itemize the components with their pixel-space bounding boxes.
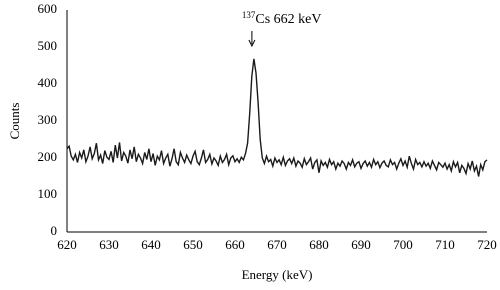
x-tick-label: 630: [99, 237, 119, 252]
y-tick-label: 600: [38, 1, 58, 16]
spectrum-line: [66, 58, 488, 177]
x-tick-label: 620: [57, 237, 77, 252]
y-tick-label: 400: [38, 75, 58, 90]
y-tick-label: 500: [38, 38, 58, 53]
x-tick-label: 660: [225, 237, 245, 252]
x-tick-label: 640: [141, 237, 161, 252]
x-tick-label: 720: [477, 237, 497, 252]
annotation: 137Cs 662 keV: [242, 10, 322, 27]
x-tick-label: 680: [309, 237, 329, 252]
y-tick-label: 200: [38, 149, 58, 164]
y-tick-label: 100: [38, 186, 58, 201]
x-tick-label: 710: [435, 237, 455, 252]
annotation-superscript: 137: [242, 10, 256, 20]
annotation-text: Cs 662 keV: [255, 12, 321, 27]
y-tick-label: 300: [38, 112, 58, 127]
x-tick-label: 650: [183, 237, 203, 252]
annotation-arrowhead: [248, 39, 256, 48]
x-tick-label: 670: [267, 237, 287, 252]
y-axis-title: Counts: [7, 103, 22, 140]
y-tick-label: 0: [51, 223, 58, 238]
x-axis-title: Energy (keV): [242, 267, 313, 282]
x-tick-label: 700: [393, 237, 413, 252]
x-tick-label: 690: [351, 237, 371, 252]
